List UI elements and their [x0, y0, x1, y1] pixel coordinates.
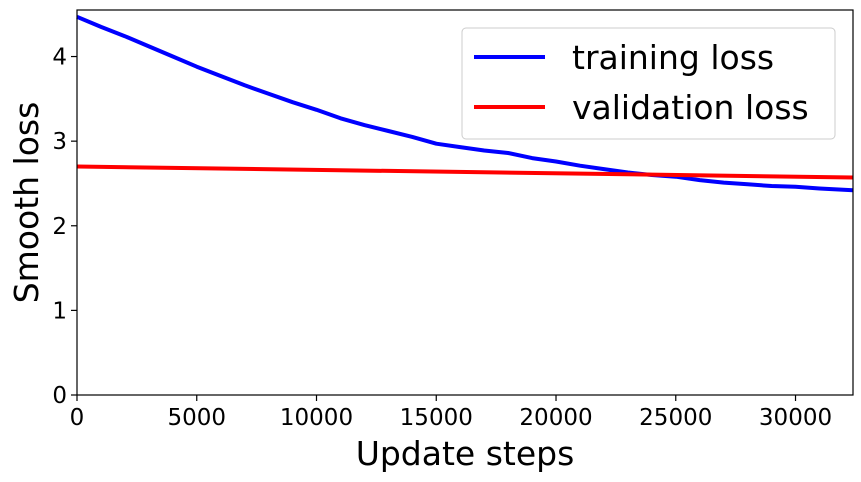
plot-lines [76, 14, 854, 193]
series-line-training-loss [76, 14, 854, 193]
legend: training loss validation loss [461, 27, 836, 140]
y-tick-label: 1 [52, 298, 67, 324]
legend-label-validation-loss: validation loss [572, 88, 809, 127]
y-axis-label: Smooth loss [7, 102, 46, 304]
y-tick-label: 4 [52, 45, 67, 71]
y-tick-label: 3 [52, 129, 67, 155]
x-axis-label: Update steps [356, 434, 575, 473]
x-tick-label: 10000 [280, 405, 353, 431]
legend-box [461, 27, 836, 140]
y-tick-label: 0 [52, 383, 67, 409]
x-tick-label: 0 [70, 405, 85, 431]
series-line-validation-loss [76, 164, 854, 180]
y-axis-ticks: 0 1 2 3 4 [52, 45, 77, 409]
x-tick-label: 15000 [400, 405, 473, 431]
x-tick-label: 5000 [167, 405, 226, 431]
x-axis-ticks: 0 5000 10000 15000 20000 25000 30000 [70, 395, 832, 431]
legend-label-training-loss: training loss [572, 38, 774, 77]
x-tick-label: 30000 [759, 405, 832, 431]
x-tick-label: 25000 [639, 405, 712, 431]
plot-frame [76, 9, 854, 396]
x-tick-label: 20000 [519, 405, 592, 431]
y-tick-label: 2 [52, 214, 67, 240]
